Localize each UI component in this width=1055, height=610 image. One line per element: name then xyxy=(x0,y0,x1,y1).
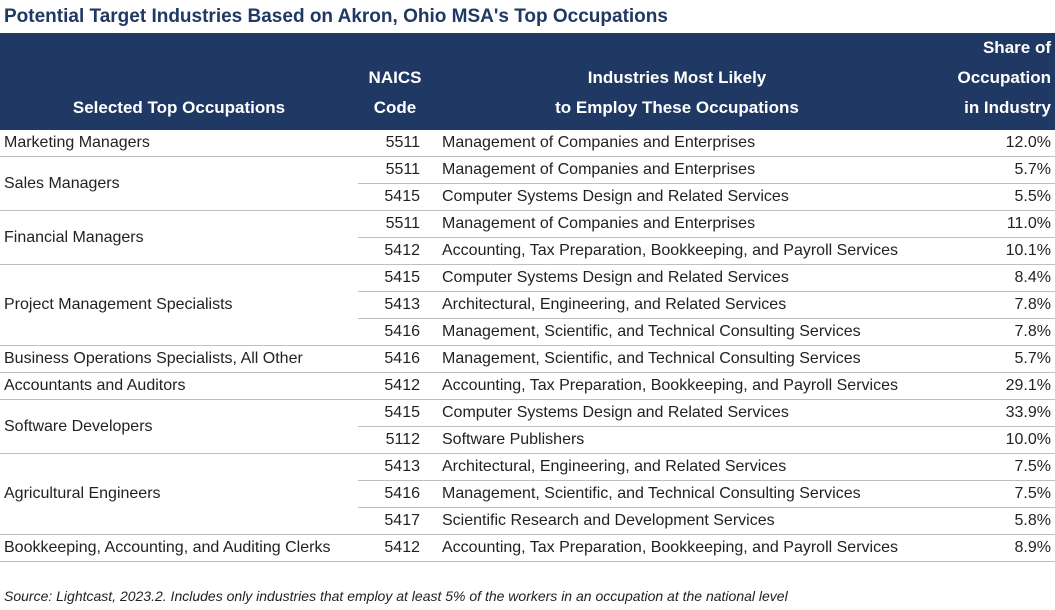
table-row: 5417 Scientific Research and Development … xyxy=(0,507,1055,535)
occupation-cell: Software Developers xyxy=(0,399,358,454)
share: 5.7% xyxy=(922,345,1055,373)
occupation-cell: Financial Managers xyxy=(0,210,358,265)
table-row: Sales Managers 5511 Management of Companie… xyxy=(0,156,1055,211)
naics-code: 5511 xyxy=(358,210,432,238)
occupation-cell: Bookkeeping, Accounting, and Auditing Cl… xyxy=(0,534,358,562)
occupation-cell: Agricultural Engineers xyxy=(0,453,358,535)
industry: Accounting, Tax Preparation, Bookkeeping… xyxy=(432,237,922,265)
share: 11.0% xyxy=(922,210,1055,238)
table-row: Accountants and Auditors 5412 Accounting, … xyxy=(0,372,1055,400)
share: 12.0% xyxy=(922,130,1055,157)
table-row: 5416 Management, Scientific, and Technica… xyxy=(0,318,1055,346)
table-row: 5415 Computer Systems Design and Related … xyxy=(0,183,1055,211)
industry: Accounting, Tax Preparation, Bookkeeping… xyxy=(432,534,922,562)
naics-code: 5413 xyxy=(358,453,432,481)
industry: Computer Systems Design and Related Serv… xyxy=(432,264,922,292)
header-cell: NAICS Code xyxy=(358,33,432,130)
industry: Computer Systems Design and Related Serv… xyxy=(432,399,922,427)
share: 8.9% xyxy=(922,534,1055,562)
header-cell: Industries Most Likely to Employ These Oc… xyxy=(432,33,922,130)
header-cell: Share of Occupation in Industry xyxy=(922,33,1055,130)
share: 33.9% xyxy=(922,399,1055,427)
header-line: in Industry xyxy=(964,98,1051,117)
title: Potential Target Industries Based on Akr… xyxy=(4,6,668,27)
naics-code: 5416 xyxy=(358,480,432,508)
table-row: Business Operations Specialists, All Oth… xyxy=(0,345,1055,373)
occupation-cell: Business Operations Specialists, All Oth… xyxy=(0,345,358,373)
naics-code: 5112 xyxy=(358,426,432,454)
naics-code: 5412 xyxy=(358,534,432,562)
table-row: Financial Managers 5511 Management of Comp… xyxy=(0,210,1055,265)
naics-code: 5415 xyxy=(358,183,432,211)
occupation-cell: Sales Managers xyxy=(0,156,358,211)
header-line: Occupation xyxy=(957,68,1051,87)
industry: Computer Systems Design and Related Serv… xyxy=(432,183,922,211)
naics-code: 5511 xyxy=(358,156,432,184)
share: 7.8% xyxy=(922,318,1055,346)
table-row: 5416 Management, Scientific, and Technica… xyxy=(0,480,1055,508)
naics-code: 5412 xyxy=(358,237,432,265)
header-line: to Employ These Occupations xyxy=(555,98,799,117)
header-line: Code xyxy=(373,98,417,117)
naics-code: 5415 xyxy=(358,264,432,292)
header-line: Selected Top Occupations xyxy=(72,98,286,117)
share: 5.8% xyxy=(922,507,1055,535)
table-row: Project Management Specialists 5415 Comput… xyxy=(0,264,1055,346)
industry: Management of Companies and Enterprises xyxy=(432,210,922,238)
share: 29.1% xyxy=(922,372,1055,400)
header-line: Industries Most Likely xyxy=(587,68,767,87)
industry: Architectural, Engineering, and Related … xyxy=(432,453,922,481)
table-row: Bookkeeping, Accounting, and Auditing Cl… xyxy=(0,534,1055,562)
industry: Management of Companies and Enterprises xyxy=(432,156,922,184)
industry: Software Publishers xyxy=(432,426,922,454)
naics-code: 5413 xyxy=(358,291,432,319)
share: 7.5% xyxy=(922,480,1055,508)
table-body: Marketing Managers 5511 Management of Comp… xyxy=(0,130,1055,562)
table-row: 5413 Architectural, Engineering, and Rela… xyxy=(0,291,1055,319)
naics-code: 5417 xyxy=(358,507,432,535)
naics-code: 5415 xyxy=(358,399,432,427)
industry: Accounting, Tax Preparation, Bookkeeping… xyxy=(432,372,922,400)
table-row: Agricultural Engineers 5413 Architectural,… xyxy=(0,453,1055,535)
header-row: Selected Top Occupations NAICS Code Industr… xyxy=(0,33,1055,130)
industry: Scientific Research and Development Serv… xyxy=(432,507,922,535)
industry: Management, Scientific, and Technical Co… xyxy=(432,318,922,346)
share: 10.1% xyxy=(922,237,1055,265)
table-row: 5412 Accounting, Tax Preparation, Bookkee… xyxy=(0,237,1055,265)
occupation-cell: Marketing Managers xyxy=(0,130,358,157)
naics-code: 5511 xyxy=(358,130,432,157)
table-row: Software Developers 5415 Computer Systems … xyxy=(0,399,1055,454)
header-line: NAICS xyxy=(368,68,422,87)
share: 10.0% xyxy=(922,426,1055,454)
share: 5.7% xyxy=(922,156,1055,184)
share: 7.8% xyxy=(922,291,1055,319)
industry: Architectural, Engineering, and Related … xyxy=(432,291,922,319)
industry: Management, Scientific, and Technical Co… xyxy=(432,480,922,508)
table-row: Marketing Managers 5511 Management of Comp… xyxy=(0,130,1055,157)
naics-code: 5416 xyxy=(358,318,432,346)
table-row: 5112 Software Publishers 10.0% xyxy=(0,426,1055,454)
share: 8.4% xyxy=(922,264,1055,292)
industry: Management, Scientific, and Technical Co… xyxy=(432,345,922,373)
header-line: Share of xyxy=(982,38,1051,57)
source-note: Source: Lightcast, 2023.2. Includes only… xyxy=(4,588,788,604)
occupation-cell: Accountants and Auditors xyxy=(0,372,358,400)
naics-code: 5416 xyxy=(358,345,432,373)
share: 5.5% xyxy=(922,183,1055,211)
occupation-cell: Project Management Specialists xyxy=(0,264,358,346)
share: 7.5% xyxy=(922,453,1055,481)
table: Selected Top Occupations NAICS Code Industr… xyxy=(0,33,1055,562)
industry: Management of Companies and Enterprises xyxy=(432,130,922,157)
header-cell: Selected Top Occupations xyxy=(0,33,358,130)
naics-code: 5412 xyxy=(358,372,432,400)
